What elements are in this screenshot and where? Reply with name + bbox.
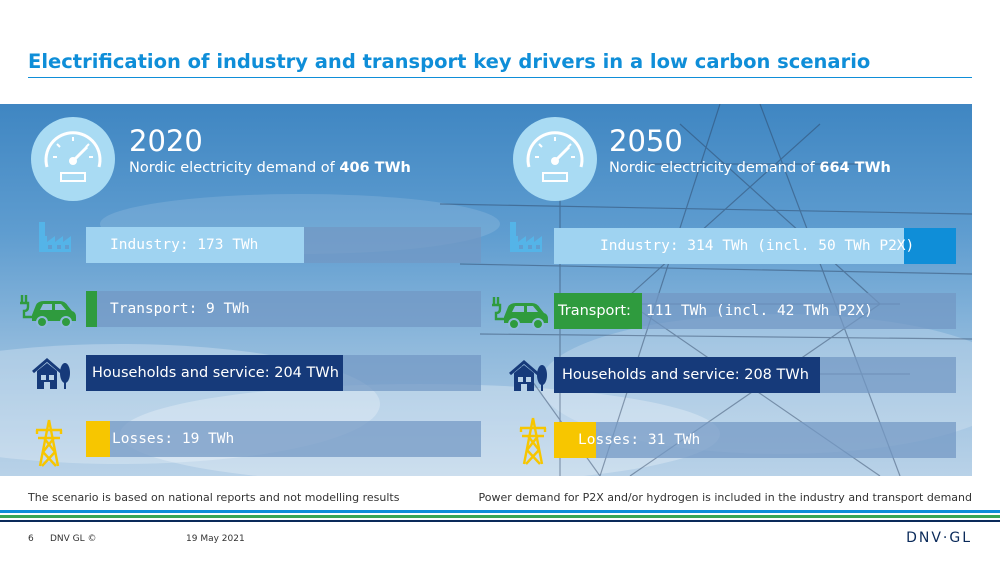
page-number: 6 <box>28 534 34 544</box>
slide-title: Electrification of industry and transpor… <box>28 50 871 73</box>
demand-2020: Nordic electricity demand of 406 TWh <box>129 160 411 176</box>
label-transport-2020: Transport: 9 TWh <box>110 301 250 317</box>
pylon-icon <box>35 419 63 467</box>
bar-industry-2020: Industry: 173 TWh <box>86 227 481 263</box>
label-losses-2020: Losses: 19 TWh <box>112 431 235 447</box>
year-2020: 2020 <box>129 124 203 158</box>
bar-fill-industry-2020 <box>86 227 304 263</box>
gauge-icon <box>31 117 115 201</box>
footer-rule-blue <box>0 510 1000 513</box>
note-left: The scenario is based on national report… <box>28 491 400 504</box>
dnv-gl-logo: DNV·GL <box>906 530 972 546</box>
footer-company: DNV GL © <box>50 534 97 544</box>
footer-date: 19 May 2021 <box>186 534 245 544</box>
bar-transport-2020: Transport: 9 TWh <box>86 291 481 327</box>
house-icon <box>32 358 70 389</box>
bar-fill-transport-2020 <box>86 291 97 327</box>
electric-car-icon <box>20 295 76 328</box>
bar-industry-2050: Industry: 314 TWh (incl. 50 TWh P2X) <box>554 228 956 264</box>
label-households-2020: Households and service: 204 TWh <box>92 365 339 381</box>
bar-losses-2020: Losses: 19 TWh <box>86 421 481 457</box>
bar-fill-households-2020 <box>86 355 343 391</box>
bar-households-2050: Households and service: 208 TWh <box>554 357 956 393</box>
year-2050: 2050 <box>609 124 683 158</box>
bar-fill-losses-2050 <box>554 422 596 458</box>
label-industry-2020: Industry: 173 TWh <box>110 237 259 253</box>
label-transport-2050-head: Transport: <box>558 303 631 319</box>
bar-households-2020: Households and service: 204 TWh <box>86 355 481 391</box>
bar-fill-industry-p2x-2050 <box>904 228 956 264</box>
gauge-icon <box>513 117 597 201</box>
title-divider <box>28 77 972 78</box>
bar-fill-households-2050 <box>554 357 820 393</box>
pylon-icon <box>519 417 547 465</box>
house-icon <box>509 360 547 391</box>
demand-2050: Nordic electricity demand of 664 TWh <box>609 160 891 176</box>
factory-icon <box>510 222 542 252</box>
label-losses-2050: Losses: 31 TWh <box>578 432 701 448</box>
bar-fill-transport-2050 <box>554 293 642 329</box>
bar-fill-industry-2050 <box>554 228 904 264</box>
electric-car-icon <box>492 297 548 330</box>
label-industry-2050: Industry: 314 TWh (incl. 50 TWh P2X) <box>600 238 915 254</box>
bar-transport-2050: Transport: 111 TWh (incl. 42 TWh P2X) <box>554 293 956 329</box>
bar-losses-2050: Losses: 31 TWh <box>554 422 956 458</box>
label-households-2050: Households and service: 208 TWh <box>562 367 809 383</box>
footer-rule-navy <box>0 520 1000 522</box>
note-right: Power demand for P2X and/or hydrogen is … <box>478 491 972 504</box>
footer-rule-green <box>0 515 1000 518</box>
hero-panel: 2020 Nordic electricity demand of 406 TW… <box>0 104 972 476</box>
label-transport-2050-tail: 111 TWh (incl. 42 TWh P2X) <box>646 303 873 319</box>
factory-icon <box>39 222 71 252</box>
bar-fill-losses-2020 <box>86 421 110 457</box>
